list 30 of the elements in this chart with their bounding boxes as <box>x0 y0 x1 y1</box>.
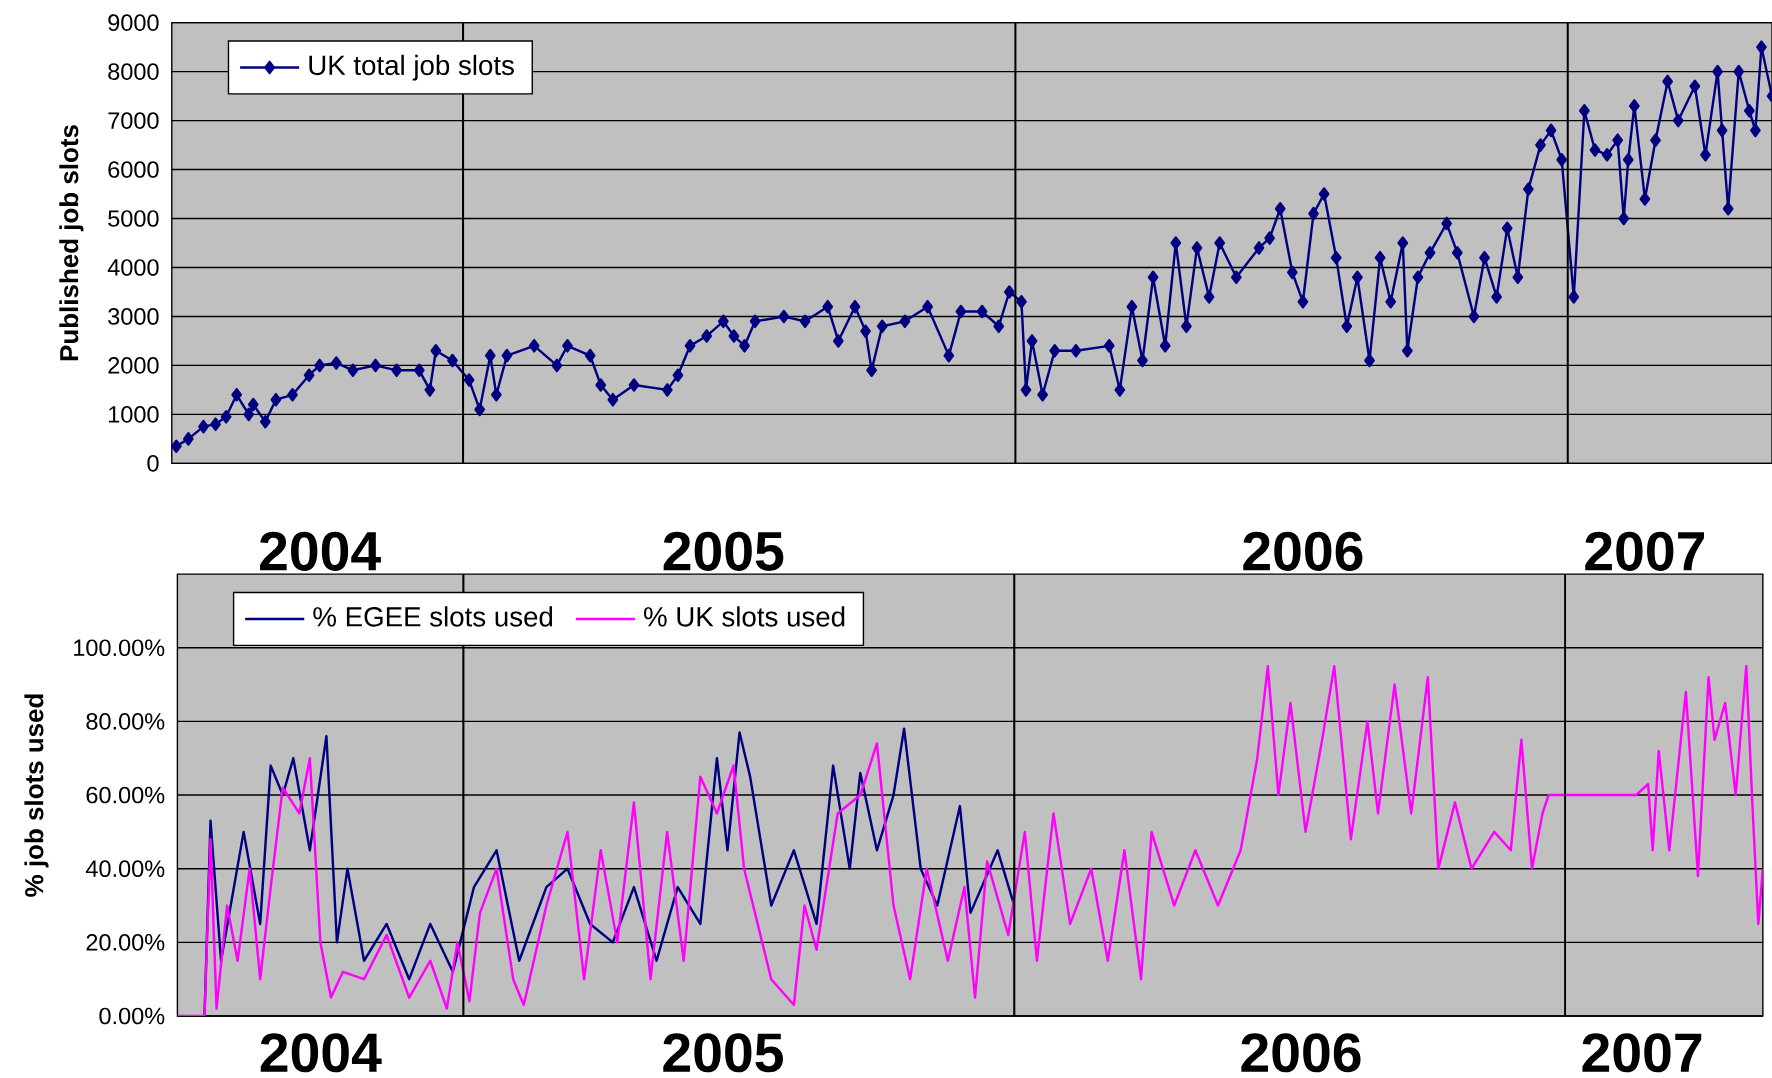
y-tick-label: 3000 <box>108 308 159 325</box>
x-tick-label: 2007 <box>1585 531 1704 571</box>
y-tick-label: 1000 <box>109 405 159 423</box>
y-tick-label: 80.00% <box>86 713 165 730</box>
x-tick-label: 2004 <box>260 1033 382 1073</box>
y-tick-label: 5000 <box>108 210 159 227</box>
y-tick-label: 7000 <box>108 112 159 129</box>
x-tick-label: 2006 <box>1243 531 1363 571</box>
y-tick-label: 9000 <box>108 14 159 31</box>
y-tick-label: 6000 <box>108 161 159 178</box>
x-tick-label: 2004 <box>259 531 381 571</box>
y-tick-label: 0.00% <box>99 1007 165 1025</box>
x-tick-label: 2007 <box>1582 1033 1702 1073</box>
y-tick-label: 8000 <box>108 63 159 80</box>
y-tick-label: 2000 <box>108 357 159 374</box>
x-tick-label: 2005 <box>663 1033 783 1073</box>
x-tick-label: 2005 <box>663 531 784 571</box>
y-tick-label: 60.00% <box>86 786 165 804</box>
y-tick-label: 100.00% <box>74 639 165 657</box>
y-tick-label: 0 <box>147 454 159 472</box>
y-axis-title: % job slots used <box>24 694 49 897</box>
y-axis-title: Published job slots <box>59 125 84 361</box>
legend-label: UK total job slots <box>309 54 514 81</box>
x-tick-label: 2006 <box>1241 1033 1361 1073</box>
legend-label: % EGEE slots used <box>313 606 553 627</box>
y-tick-label: 20.00% <box>86 933 165 951</box>
legend-label: % UK slots used <box>644 606 845 627</box>
y-tick-label: 4000 <box>107 259 159 276</box>
y-tick-label: 40.00% <box>85 860 165 877</box>
line-series <box>177 664 1763 1016</box>
